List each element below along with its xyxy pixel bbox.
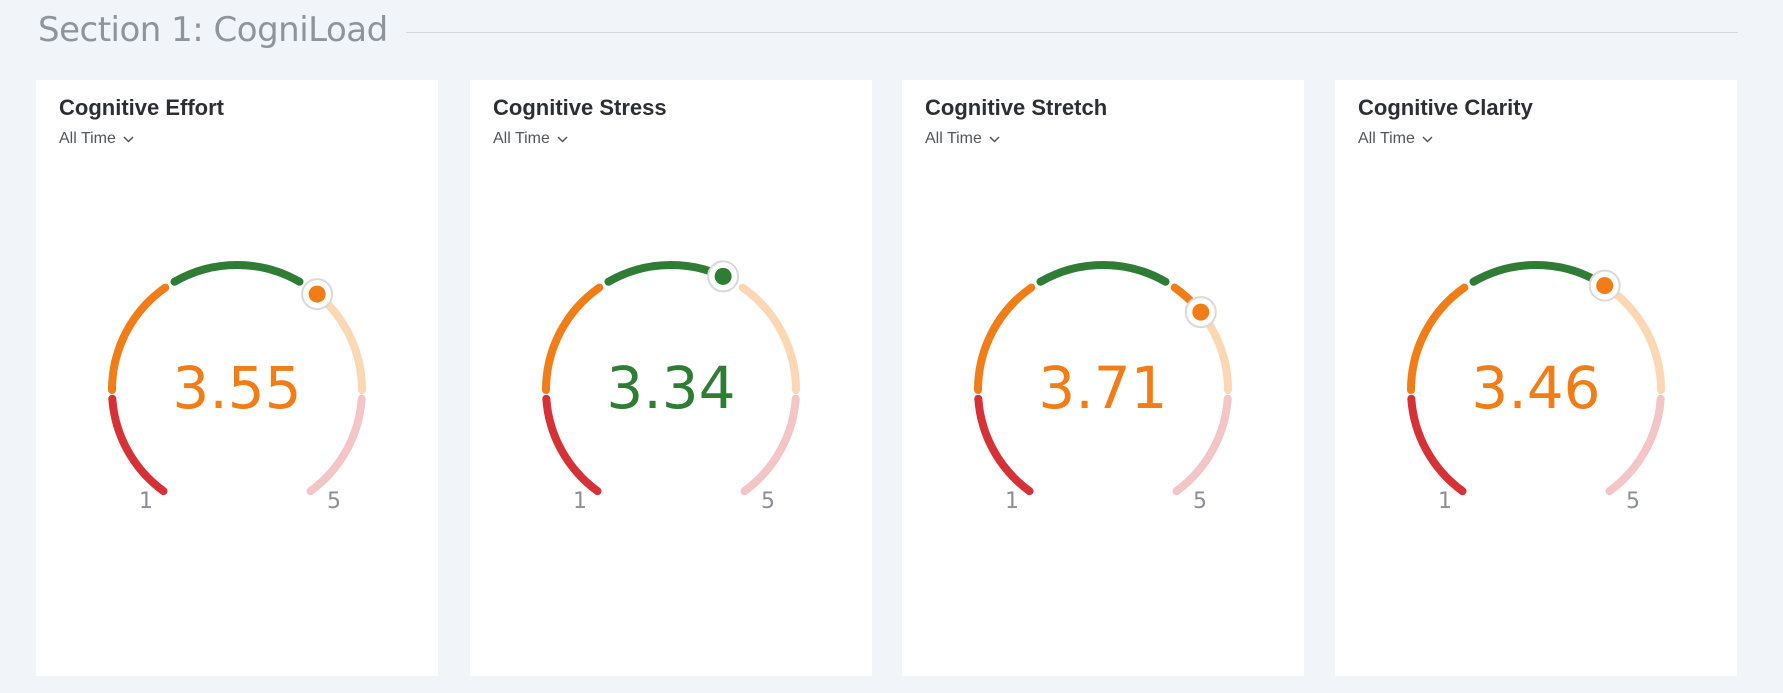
card-title: Cognitive Effort	[59, 95, 224, 120]
chevron-down-icon	[123, 130, 134, 148]
scale-min-label: 1	[139, 489, 153, 514]
section-header: Section 1: CogniLoad	[38, 6, 1738, 54]
card-cognitive-clarity: Cognitive Clarity All Time 3.46 1 5	[1335, 80, 1737, 676]
arc-light-red	[306, 394, 366, 496]
scale-max-label: 5	[1626, 489, 1640, 514]
section-title: Section 1: CogniLoad	[38, 10, 388, 50]
arc-red	[542, 394, 602, 496]
card-cognitive-effort: Cognitive Effort All Time 3.55 1 5	[36, 80, 438, 676]
gauge-handle	[1192, 303, 1210, 321]
scale-max-label: 5	[1193, 489, 1207, 514]
time-filter-label: All Time	[1358, 130, 1415, 147]
time-filter-label: All Time	[925, 130, 982, 147]
chevron-down-icon	[989, 130, 1000, 148]
time-filter-dropdown[interactable]: All Time	[925, 128, 1000, 150]
arc-green	[1036, 261, 1170, 286]
gauge: 3.55 1 5	[108, 261, 366, 514]
time-filter-label: All Time	[59, 130, 116, 147]
gauge-handle	[714, 267, 732, 285]
scale-min-label: 1	[573, 489, 587, 514]
time-filter-dropdown[interactable]: All Time	[59, 128, 134, 150]
scale-max-label: 5	[761, 489, 775, 514]
time-filter-label: All Time	[493, 130, 550, 147]
gauge-value: 3.71	[1038, 354, 1167, 422]
card-title: Cognitive Stretch	[925, 95, 1108, 120]
gauge-value: 3.46	[1471, 354, 1600, 422]
gauge: 3.46 1 5	[1407, 261, 1665, 514]
chevron-down-icon	[557, 130, 568, 148]
card-cognitive-stress: Cognitive Stress All Time 3.34 1 5	[470, 80, 872, 676]
arc-red	[108, 394, 168, 496]
arc-light-red	[1605, 394, 1665, 496]
scale-min-label: 1	[1005, 489, 1019, 514]
gauge-value: 3.34	[606, 354, 735, 422]
gauge-handle	[308, 285, 326, 303]
scale-max-label: 5	[327, 489, 341, 514]
arc-light-red	[1172, 394, 1232, 496]
card-title: Cognitive Stress	[493, 95, 667, 120]
arc-green	[1469, 261, 1603, 286]
chevron-down-icon	[1422, 130, 1433, 148]
gauge: 3.71 1 5	[974, 261, 1232, 514]
time-filter-dropdown[interactable]: All Time	[493, 128, 568, 150]
arc-light-orange	[738, 283, 800, 394]
gauge-value: 3.55	[172, 354, 301, 422]
arc-orange	[974, 283, 1036, 394]
gauge-handle	[1596, 277, 1614, 295]
arc-red	[974, 394, 1034, 496]
card-title: Cognitive Clarity	[1358, 95, 1533, 120]
scale-min-label: 1	[1438, 489, 1452, 514]
arc-red	[1407, 394, 1467, 496]
arc-light-red	[740, 394, 800, 496]
card-cognitive-stretch: Cognitive Stretch All Time 3.71 1 5	[902, 80, 1304, 676]
time-filter-dropdown[interactable]: All Time	[1358, 128, 1433, 150]
arc-light-orange	[1603, 283, 1665, 394]
arc-green	[170, 261, 304, 286]
gauge: 3.34 1 5	[542, 260, 800, 514]
arc-orange	[108, 283, 170, 394]
section-divider	[405, 31, 1738, 33]
arc-orange	[1407, 283, 1469, 394]
arc-orange	[542, 283, 604, 394]
